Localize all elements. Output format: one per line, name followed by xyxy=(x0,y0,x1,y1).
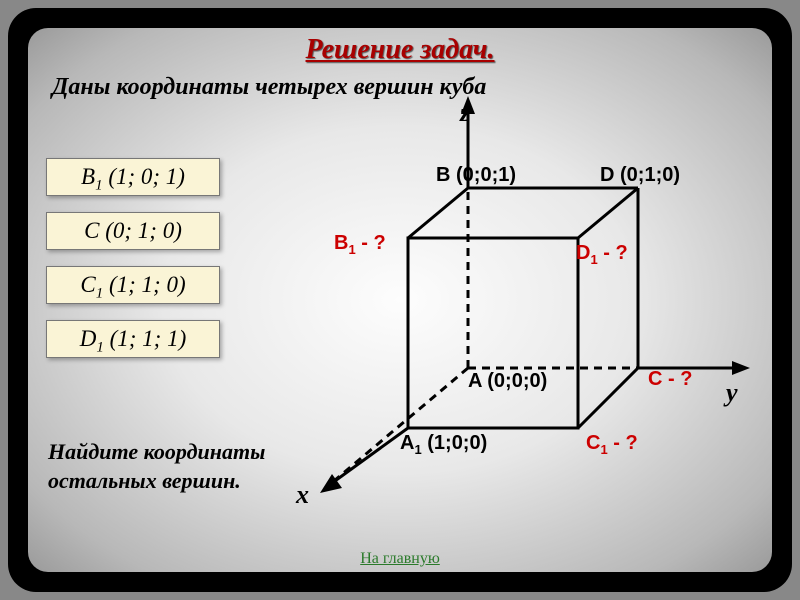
unknown-d1: D1 - ? xyxy=(576,242,628,267)
axis-x-label: x xyxy=(296,480,309,510)
inner-frame: Решение задач. Даны координаты четырех в… xyxy=(28,28,772,572)
unknown-b1: B1 - ? xyxy=(334,232,386,257)
vertex-d: D (0;1;0) xyxy=(600,164,680,187)
cube-diagram xyxy=(28,28,772,572)
vertex-b: B (0;0;1) xyxy=(436,164,516,187)
vertex-a: A (0;0;0) xyxy=(468,370,547,393)
unknown-c: C - ? xyxy=(648,368,692,391)
axis-y-label: y xyxy=(726,378,738,408)
home-link[interactable]: На главную xyxy=(360,550,440,568)
axis-z-label: z xyxy=(460,98,470,128)
unknown-c1: C1 - ? xyxy=(586,432,638,457)
vertex-a1: A1 (1;0;0) xyxy=(400,432,487,457)
outer-frame: Решение задач. Даны координаты четырех в… xyxy=(8,8,792,592)
